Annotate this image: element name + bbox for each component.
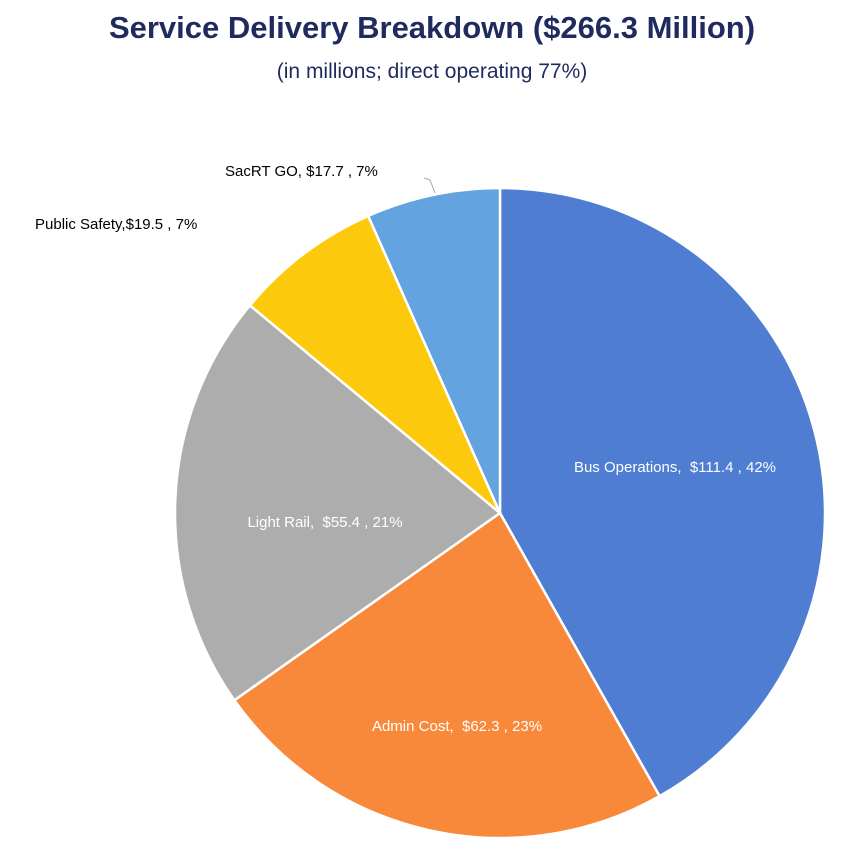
chart-subtitle: (in millions; direct operating 77%) <box>276 60 588 83</box>
data-label-sacrt-go: SacRT GO, $17.7 , 7% <box>225 163 378 180</box>
pie-slice-public-safety <box>248 214 502 514</box>
data-label-bus-operations: Bus Operations, $111.4 , 42% <box>574 459 776 476</box>
data-label-light-rail: Light Rail, $55.4 , 21% <box>247 514 402 531</box>
data-label-public-safety: Public Safety,$19.5 , 7% <box>35 216 197 233</box>
chart-title: Service Delivery Breakdown ($266.3 Milli… <box>108 10 756 45</box>
leader-line-sacrt-go <box>423 177 436 194</box>
pie-slice-sacrt-go <box>366 186 502 514</box>
data-label-admin-cost: Admin Cost, $62.3 , 23% <box>372 718 542 735</box>
pie-slice-admin-cost <box>232 511 662 840</box>
pie-slice-light-rail <box>173 303 503 703</box>
pie-slice-bus-operations <box>498 186 827 798</box>
